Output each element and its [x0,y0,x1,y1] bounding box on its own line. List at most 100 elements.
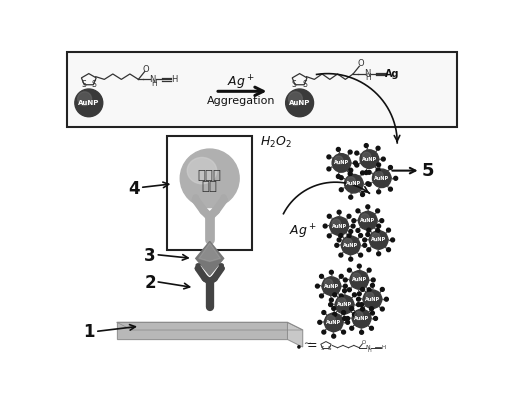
Ellipse shape [219,266,224,271]
Circle shape [327,167,331,171]
Text: O: O [357,60,364,69]
Ellipse shape [288,92,303,106]
Circle shape [367,182,371,186]
Circle shape [342,330,346,334]
Circle shape [315,284,319,288]
Ellipse shape [361,214,369,222]
Circle shape [339,294,343,298]
Circle shape [360,193,365,197]
Text: S: S [92,80,97,89]
Ellipse shape [342,236,360,255]
Text: AuNP: AuNP [324,284,339,288]
Circle shape [391,238,395,242]
Ellipse shape [286,89,313,117]
Circle shape [339,275,343,278]
Text: H: H [381,345,386,350]
Text: N: N [149,75,156,84]
Circle shape [350,307,354,310]
Circle shape [356,228,360,233]
Circle shape [319,275,324,278]
Ellipse shape [325,313,343,332]
Circle shape [348,150,352,154]
Circle shape [380,307,384,311]
Circle shape [394,176,398,180]
Circle shape [333,293,336,297]
Circle shape [381,157,385,161]
Ellipse shape [375,171,383,180]
Text: 銀纳米: 銀纳米 [198,169,222,182]
Ellipse shape [344,238,352,247]
Text: $Ag^+$: $Ag^+$ [227,74,254,92]
Circle shape [376,228,379,233]
Text: AuNP: AuNP [343,243,358,248]
Text: S: S [321,346,325,351]
Circle shape [380,219,383,223]
Ellipse shape [219,264,223,267]
Polygon shape [199,243,221,262]
Circle shape [323,224,327,228]
Ellipse shape [372,169,391,188]
Circle shape [344,284,347,288]
Ellipse shape [352,309,371,328]
Ellipse shape [366,292,374,301]
Ellipse shape [335,295,354,314]
Text: $\bullet^{\sim}$: $\bullet^{\sim}$ [294,339,312,352]
Circle shape [344,278,347,282]
Ellipse shape [332,219,340,227]
Circle shape [327,214,331,218]
Ellipse shape [193,197,199,202]
Circle shape [319,294,324,298]
Ellipse shape [75,89,103,117]
Circle shape [333,313,336,316]
Circle shape [377,163,380,167]
Ellipse shape [358,211,377,230]
Circle shape [339,188,343,192]
Text: 2: 2 [144,274,156,292]
Circle shape [365,171,368,175]
Text: S: S [81,80,86,89]
Bar [167,136,252,250]
Ellipse shape [350,271,369,289]
Circle shape [367,171,371,174]
Circle shape [352,313,356,316]
Circle shape [339,176,343,180]
Circle shape [332,306,336,310]
Circle shape [346,317,350,320]
Circle shape [335,244,339,247]
Circle shape [363,244,367,247]
Text: O: O [143,65,150,74]
Circle shape [342,310,346,315]
Circle shape [370,307,373,310]
Circle shape [349,230,353,233]
Text: AuNP: AuNP [365,297,380,302]
Ellipse shape [355,312,363,320]
Circle shape [374,317,377,320]
Circle shape [349,195,353,199]
Circle shape [356,209,360,213]
Ellipse shape [194,195,198,199]
Text: $H_2O_2$: $H_2O_2$ [260,135,291,151]
Circle shape [339,253,343,257]
Polygon shape [287,322,303,347]
Circle shape [389,187,392,191]
Circle shape [339,234,343,237]
Circle shape [322,330,326,334]
Circle shape [365,144,368,147]
Text: 1: 1 [83,323,95,341]
Ellipse shape [221,195,226,199]
Circle shape [327,234,331,238]
Circle shape [376,168,380,172]
Circle shape [377,190,380,194]
Text: AuNP: AuNP [362,157,377,162]
Circle shape [337,238,341,242]
Text: H: H [171,75,177,84]
Circle shape [371,284,374,287]
Circle shape [359,303,364,306]
Ellipse shape [196,264,200,267]
Circle shape [350,326,354,330]
Circle shape [329,303,332,306]
Text: AuNP: AuNP [354,316,369,321]
Circle shape [348,288,351,292]
Ellipse shape [352,273,360,282]
Text: H: H [368,348,371,353]
